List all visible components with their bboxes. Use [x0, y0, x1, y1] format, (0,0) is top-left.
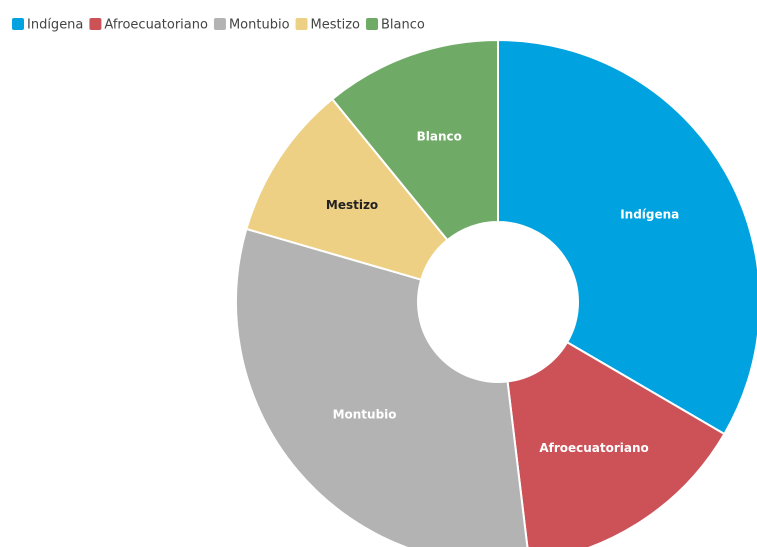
slice-label: Blanco [417, 130, 462, 144]
donut-slice [506, 340, 726, 547]
slice-label: Afroecuatoriano [539, 441, 648, 455]
legend-label: Mestizo [311, 18, 361, 33]
legend-swatch [366, 18, 379, 30]
legend-swatch [89, 18, 102, 30]
legend-label: Indígena [27, 18, 83, 33]
donut-slice [235, 227, 529, 547]
donut-slice [330, 38, 499, 242]
legend-label: Afroecuatoriano [104, 18, 208, 33]
donut-slice [245, 97, 449, 281]
slice-label: Montubio [333, 408, 397, 422]
legend-swatch [213, 18, 226, 30]
slice-label: Indígena [620, 207, 679, 221]
legend-label: Montubio [229, 18, 290, 33]
legend-swatch [295, 18, 308, 30]
legend-label: Blanco [381, 18, 425, 33]
legend-swatch [12, 18, 24, 30]
slice-label: Mestizo [326, 198, 378, 212]
donut-slice [497, 38, 757, 436]
